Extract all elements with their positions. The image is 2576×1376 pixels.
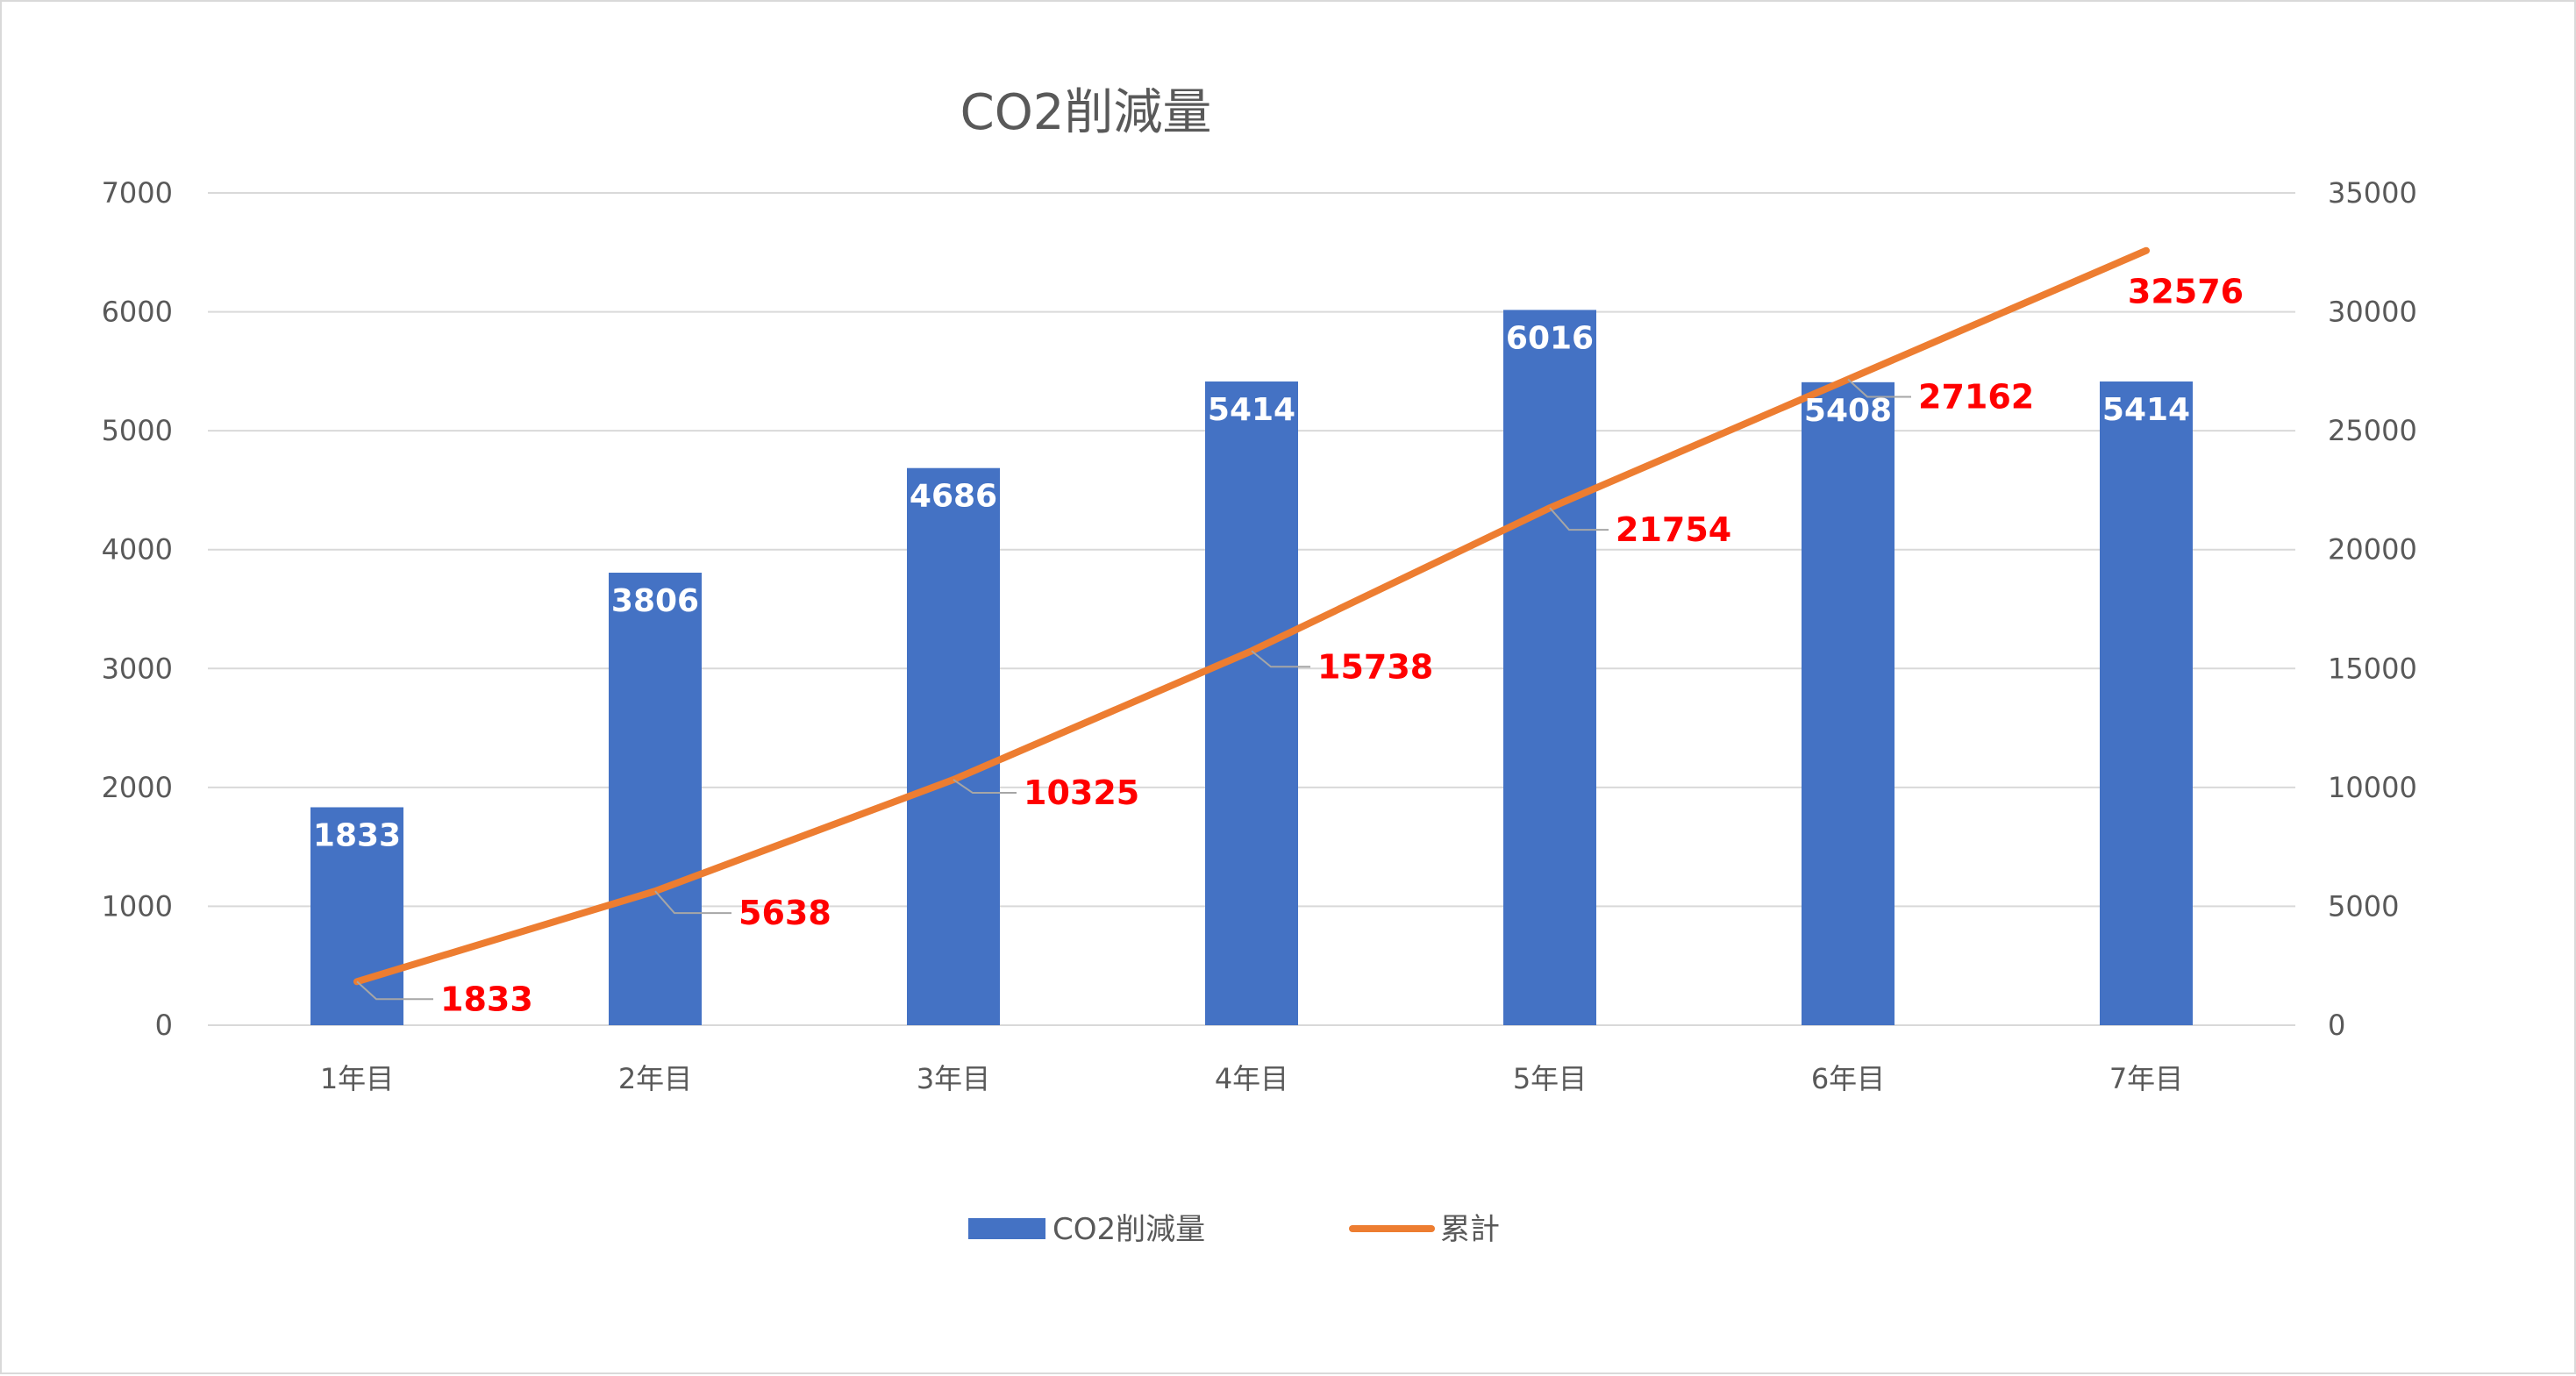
x-axis-tick-label: 6年目 [1811,1062,1885,1095]
right-axis-tick-label: 25000 [2328,414,2417,447]
bar [609,573,702,1025]
right-axis-tick-label: 30000 [2328,296,2417,329]
bar [310,807,403,1025]
left-axis-tick-label: 4000 [102,533,173,567]
right-axis-tick-label: 15000 [2328,652,2417,685]
bar [1503,310,1596,1025]
right-axis-tick-label: 0 [2328,1009,2345,1042]
bar-data-label: 4686 [910,479,997,515]
left-axis-tick-label: 7000 [102,176,173,210]
data-label-leader-line [654,890,731,915]
data-label-leader-line [1549,507,1609,531]
x-axis-tick-label: 7年目 [2109,1062,2183,1095]
legend-line-label: 累計 [1440,1212,1500,1247]
x-axis-tick-label: 3年目 [917,1062,990,1095]
right-axis-tick-label: 20000 [2328,533,2417,567]
bar-data-label: 6016 [1506,320,1594,356]
x-axis-tick-label: 4年目 [1215,1062,1288,1095]
data-label-leader-line [1251,650,1310,668]
line-data-label: 15738 [1317,647,1433,686]
data-label-leader-line [356,980,433,1001]
line-data-label: 1833 [440,980,533,1018]
left-axis-tick-label: 2000 [102,771,173,804]
bar-data-label: 5414 [1208,392,1295,428]
bar-data-label: 1833 [313,817,401,853]
legend-bar-swatch [968,1218,1045,1239]
data-label-leader-line [1847,378,1911,398]
bar-data-label: 3806 [611,583,699,619]
line-data-label: 27162 [1918,378,2034,417]
bar [1802,381,1895,1025]
right-axis-tick-label: 10000 [2328,771,2417,804]
legend-bar-label: CO2削減量 [1053,1212,1205,1247]
bar-data-label: 5408 [1804,393,1892,429]
bar [2100,381,2193,1025]
chart-title: CO2削減量 [960,84,1212,141]
left-axis-tick-label: 1000 [102,889,173,923]
line-data-label: 5638 [739,894,831,932]
right-axis-tick-label: 35000 [2328,176,2417,210]
line-data-label: 32576 [2128,273,2244,311]
x-axis-tick-label: 5年目 [1513,1062,1587,1095]
left-axis-tick-label: 3000 [102,652,173,685]
left-axis-tick-label: 5000 [102,414,173,447]
x-axis-tick-label: 1年目 [320,1062,394,1095]
data-label-leader-line [953,779,1017,795]
x-axis-tick-label: 2年目 [618,1062,692,1095]
bar [1205,381,1298,1025]
right-axis-tick-label: 5000 [2328,889,2399,923]
line-data-label: 10325 [1024,774,1139,812]
line-data-label: 21754 [1616,510,1731,549]
left-axis-tick-label: 0 [155,1009,173,1042]
bar-data-label: 5414 [2102,392,2190,428]
left-axis-tick-label: 6000 [102,296,173,329]
bar [907,467,1000,1025]
